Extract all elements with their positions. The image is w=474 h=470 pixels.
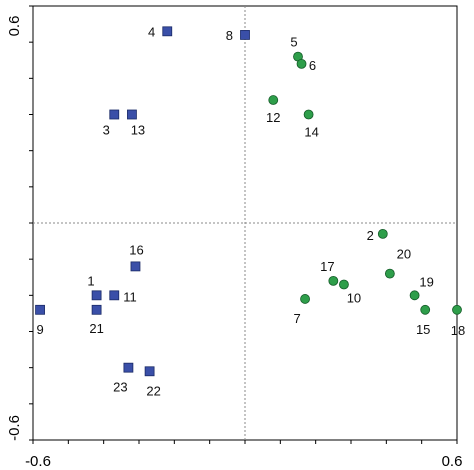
point-label-12: 12 — [266, 110, 280, 125]
point-label-20: 20 — [397, 247, 411, 262]
tick-labels: -0.6 0.6 -0.6 0.6 — [6, 16, 462, 470]
point-label-7: 7 — [293, 311, 300, 326]
point-square-4 — [162, 26, 173, 37]
axis-ticks — [29, 5, 458, 444]
point-label-9: 9 — [36, 322, 43, 337]
point-square-23 — [123, 362, 134, 373]
point-square-21 — [91, 304, 102, 315]
data-points — [35, 26, 462, 377]
point-label-22: 22 — [146, 383, 160, 398]
point-label-3: 3 — [103, 123, 110, 138]
point-label-18: 18 — [451, 323, 465, 338]
point-label-8: 8 — [226, 28, 233, 43]
point-square-1 — [91, 290, 102, 301]
point-circle-19 — [409, 290, 420, 301]
y-tick-label-max: 0.6 — [6, 16, 23, 37]
point-circle-12 — [268, 95, 279, 105]
x-tick-label-max: 0.6 — [442, 453, 463, 470]
point-circle-18 — [452, 304, 462, 315]
point-label-4: 4 — [148, 24, 155, 39]
point-label-17: 17 — [320, 259, 334, 274]
point-square-9 — [35, 304, 45, 315]
point-circle-10 — [339, 279, 349, 290]
point-label-14: 14 — [304, 125, 318, 140]
point-label-21: 21 — [89, 321, 103, 336]
point-square-22 — [144, 366, 155, 377]
point-square-3 — [109, 109, 120, 120]
point-label-13: 13 — [131, 123, 145, 138]
point-circle-15 — [420, 304, 431, 315]
reference-lines — [33, 6, 457, 440]
point-label-23: 23 — [113, 380, 127, 395]
point-label-19: 19 — [419, 274, 433, 289]
point-label-2: 2 — [367, 228, 374, 243]
point-label-15: 15 — [416, 322, 430, 337]
point-label-6: 6 — [309, 58, 316, 73]
point-square-11 — [109, 290, 120, 301]
point-square-8 — [240, 30, 250, 40]
point-circle-20 — [384, 268, 395, 279]
point-circle-14 — [303, 109, 314, 120]
point-square-13 — [127, 109, 137, 120]
point-label-10: 10 — [347, 290, 361, 305]
point-circle-6 — [296, 58, 307, 69]
point-label-1: 1 — [87, 273, 94, 288]
point-circle-2 — [377, 228, 388, 239]
point-label-11: 11 — [123, 289, 136, 304]
point-circle-17 — [328, 275, 339, 286]
point-square-16 — [130, 261, 141, 272]
y-tick-label-min: -0.6 — [6, 415, 23, 441]
point-label-16: 16 — [129, 242, 143, 257]
point-circle-7 — [300, 294, 310, 304]
x-tick-label-min: -0.6 — [25, 453, 51, 470]
point-label-5: 5 — [290, 35, 297, 50]
